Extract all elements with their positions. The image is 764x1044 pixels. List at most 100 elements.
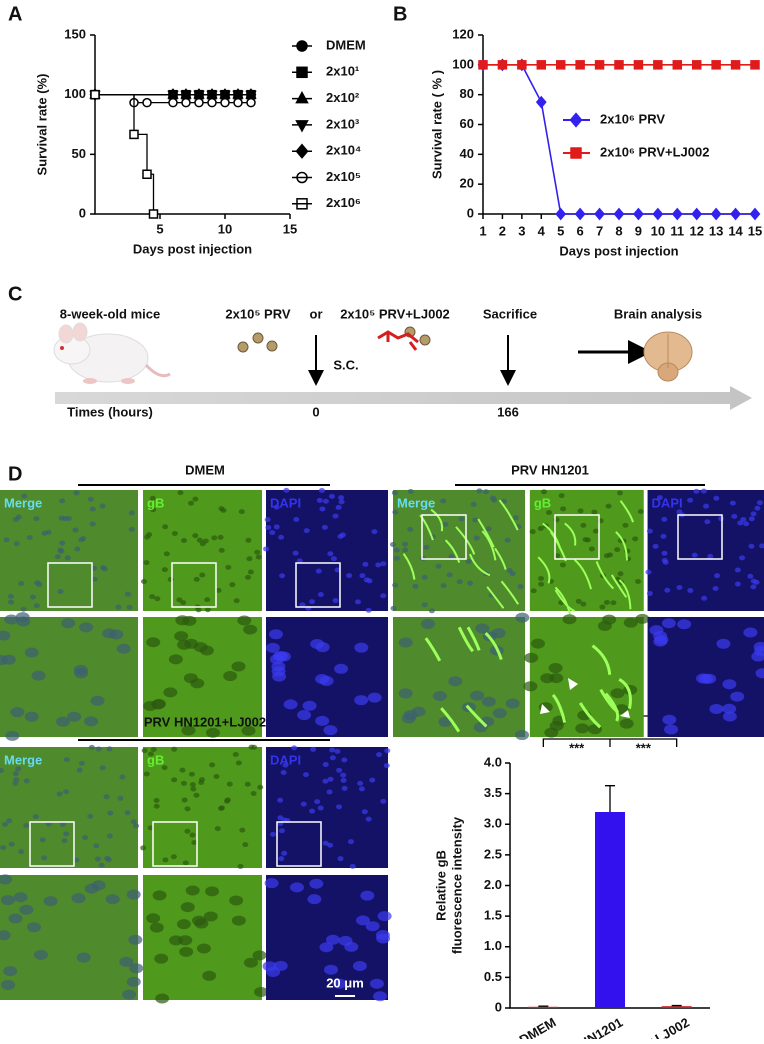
cell-nucleus: [296, 558, 303, 564]
cell-nucleus: [278, 828, 285, 834]
time-arrow: [55, 386, 752, 410]
cell-nucleus: [23, 822, 30, 828]
group-title: DMEM: [185, 462, 225, 477]
x-tick-label: 9: [635, 223, 642, 238]
cell-nucleus: [150, 507, 157, 513]
cell-nucleus: [229, 582, 236, 588]
error-bar: [671, 1004, 682, 1007]
x-tick-label: 10: [651, 223, 665, 238]
cell-nucleus: [300, 801, 307, 807]
cell-nucleus: [174, 631, 189, 642]
cell-nucleus: [214, 826, 221, 832]
timeline-text: Times (hours): [67, 404, 153, 419]
cell-nucleus: [189, 782, 196, 788]
panel-label: B: [393, 3, 407, 25]
timeline-text: 8-week-old mice: [60, 306, 160, 321]
cell-nucleus: [722, 679, 737, 690]
cell-nucleus: [162, 857, 169, 863]
cell-nucleus: [318, 487, 325, 493]
fiber-signal: [469, 553, 491, 577]
cell-nucleus: [390, 542, 397, 548]
fiber-signal: [494, 547, 507, 570]
cell-nucleus: [243, 957, 258, 968]
fiber-signal: [615, 531, 628, 561]
cell-nucleus: [104, 855, 111, 861]
x-tick-label: PRV HN1201: [550, 1015, 625, 1039]
cell-nucleus: [76, 952, 91, 963]
cell-nucleus: [126, 889, 141, 900]
marker: [497, 60, 508, 70]
cell-nucleus: [167, 577, 174, 583]
cell-nucleus: [380, 798, 387, 804]
cell-nucleus: [734, 567, 741, 573]
cell-nucleus: [747, 573, 754, 579]
y-tick-label: 4.0: [484, 754, 502, 769]
panel-label: A: [8, 3, 22, 25]
zoom-box: [295, 562, 341, 608]
cell-nucleus: [676, 584, 683, 590]
cell-nucleus: [126, 604, 133, 610]
cell-nucleus: [698, 673, 713, 684]
cell-nucleus: [192, 496, 199, 502]
cell-nucleus: [315, 568, 322, 574]
channel-label: Merge: [4, 495, 42, 510]
cell-nucleus: [282, 762, 289, 768]
y-tick-label: 3.0: [484, 816, 502, 831]
cell-nucleus: [324, 964, 339, 975]
marker: [233, 97, 243, 108]
y-tick-label: 100: [64, 86, 86, 101]
cell-nucleus: [322, 840, 329, 846]
cell-nucleus: [63, 757, 70, 763]
cell-nucleus: [225, 564, 232, 570]
cell-nucleus: [168, 935, 183, 946]
cell-nucleus: [369, 978, 384, 989]
cell-nucleus: [264, 878, 279, 889]
cell-nucleus: [423, 544, 430, 550]
cell-nucleus: [432, 690, 447, 701]
cell-nucleus: [181, 725, 196, 736]
cell-nucleus: [152, 890, 167, 901]
x-tick-label: 4: [538, 223, 546, 238]
cell-nucleus: [538, 581, 545, 587]
channel-label: DAPI: [652, 495, 683, 510]
cell-nucleus: [126, 976, 141, 987]
cell-nucleus: [713, 495, 720, 501]
cell-nucleus: [146, 637, 161, 648]
cell-nucleus: [33, 603, 40, 609]
fiber-signal: [618, 678, 632, 709]
marker: [633, 60, 644, 70]
cell-nucleus: [338, 935, 353, 946]
cell-nucleus: [530, 588, 537, 594]
legend-label: 2x10¹: [326, 64, 359, 79]
bar: [528, 1006, 559, 1008]
cell-nucleus: [523, 681, 538, 692]
mouse-illustration: [53, 322, 171, 384]
cell-nucleus: [177, 490, 184, 496]
cell-nucleus: [15, 612, 30, 623]
cell-nucleus: [41, 855, 48, 861]
cell-nucleus: [354, 695, 369, 706]
cell-nucleus: [335, 504, 342, 510]
marker: [220, 97, 230, 108]
cell-nucleus: [310, 746, 317, 752]
x-tick-label: 8: [615, 223, 622, 238]
y-tick-label: 20: [460, 176, 474, 191]
fiber-signal: [486, 586, 505, 609]
fiber-signal: [466, 626, 481, 651]
bar: [661, 1006, 692, 1008]
cell-nucleus: [106, 746, 113, 752]
cell-nucleus: [263, 546, 270, 552]
cell-nucleus: [242, 842, 249, 848]
marker: [613, 207, 625, 221]
cell-nucleus: [376, 933, 391, 944]
cell-nucleus: [398, 637, 413, 648]
cell-nucleus: [196, 943, 211, 954]
cell-nucleus: [7, 599, 14, 605]
cell-nucleus: [383, 763, 390, 769]
cell-nucleus: [558, 493, 565, 499]
y-tick-label: 0: [79, 205, 86, 220]
zoom-box: [421, 514, 467, 560]
cell-nucleus: [412, 583, 419, 589]
cell-nucleus: [76, 767, 83, 773]
y-tick-label: 100: [452, 56, 474, 71]
